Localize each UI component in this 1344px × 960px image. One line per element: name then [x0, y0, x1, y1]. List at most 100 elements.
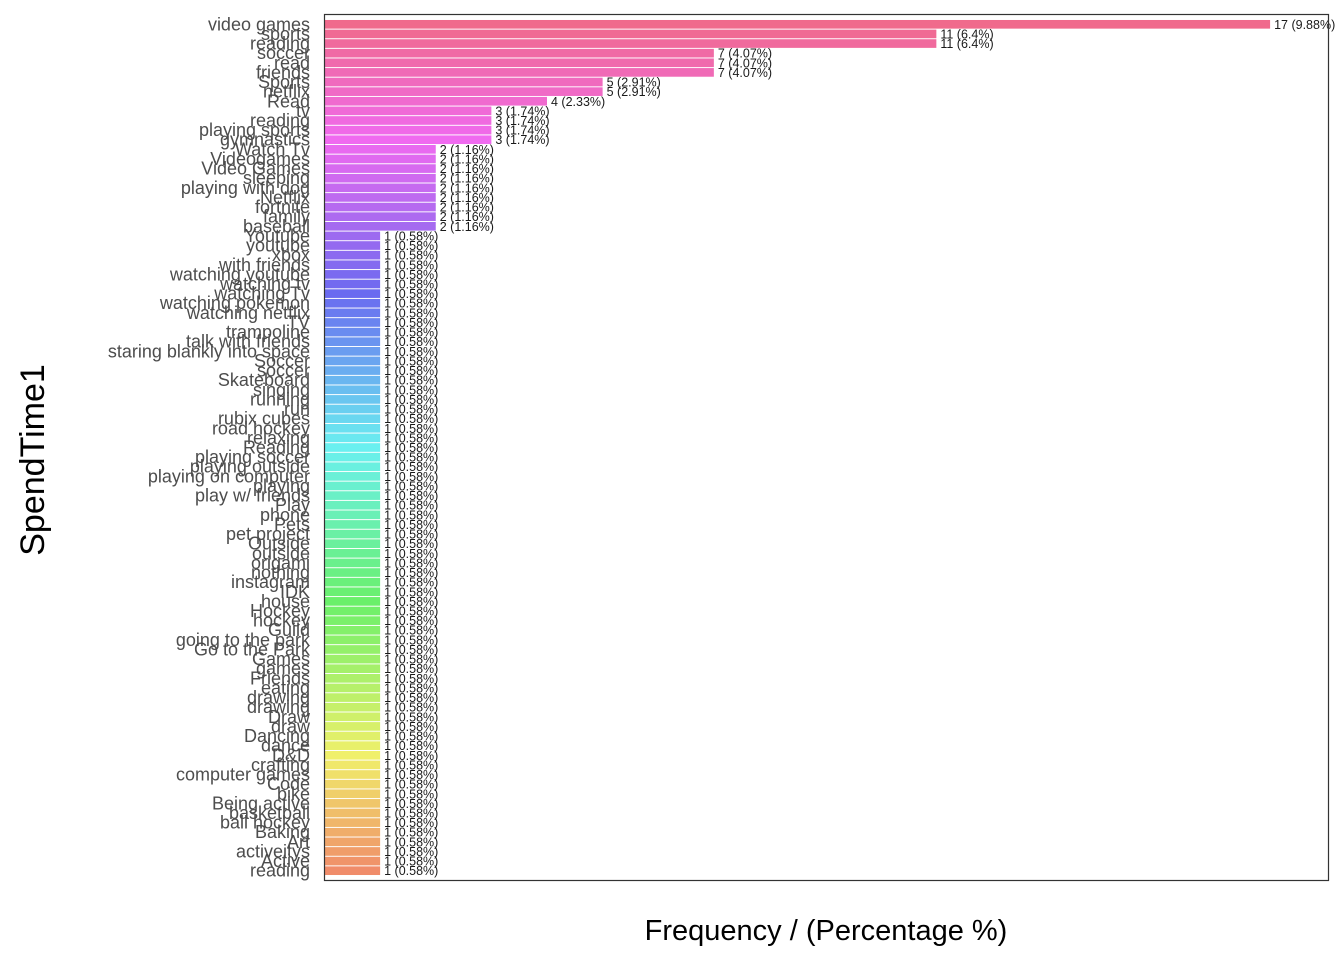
value-label-50: 1 (0.58%) — [384, 499, 438, 513]
bar-50 — [324, 500, 381, 510]
category-label-69: eating — [261, 678, 310, 698]
value-label-73: 1 (0.58%) — [384, 720, 438, 734]
value-label-71: 1 (0.58%) — [384, 701, 438, 715]
category-label-0: video games — [208, 14, 310, 34]
value-label-0: 17 (9.88%) — [1274, 18, 1335, 32]
value-label-11: 3 (1.74%) — [495, 124, 549, 138]
category-label-23: youtube — [246, 236, 310, 256]
bar-87 — [324, 856, 381, 866]
bar-69 — [324, 683, 381, 693]
category-label-86: activeitys — [236, 841, 310, 861]
value-label-20: 2 (1.16%) — [440, 210, 494, 224]
bar-18 — [324, 193, 436, 202]
value-label-43: 1 (0.58%) — [384, 431, 438, 445]
value-label-66: 1 (0.58%) — [384, 653, 438, 667]
value-label-81: 1 (0.58%) — [384, 797, 438, 811]
bar-64 — [324, 635, 381, 645]
value-label-39: 1 (0.58%) — [384, 393, 438, 407]
category-label-12: gymnastics — [220, 130, 310, 150]
value-label-80: 1 (0.58%) — [384, 787, 438, 801]
category-label-35: Soccer — [254, 351, 310, 371]
bar-15 — [324, 164, 436, 173]
category-label-43: relaxing — [247, 428, 310, 448]
category-label-52: Pets — [274, 514, 310, 534]
value-label-64: 1 (0.58%) — [384, 633, 438, 647]
category-label-10: reading — [250, 110, 310, 130]
value-label-36: 1 (0.58%) — [384, 364, 438, 378]
category-label-71: drawing — [247, 697, 310, 717]
bar-25 — [324, 260, 381, 270]
bar-41 — [324, 414, 381, 423]
bar-38 — [324, 385, 381, 395]
category-label-34: staring blankly into space — [108, 341, 310, 361]
value-label-4: 7 (4.07%) — [718, 56, 772, 70]
bar-8 — [324, 96, 547, 106]
value-label-30: 1 (0.58%) — [384, 306, 438, 320]
bar-28 — [324, 289, 381, 298]
value-label-16: 2 (1.16%) — [440, 172, 494, 186]
category-label-67: games — [256, 659, 310, 679]
bar-78 — [324, 770, 381, 779]
value-label-1: 11 (6.4%) — [940, 27, 993, 41]
bar-42 — [324, 423, 381, 433]
category-label-17: playing with dog — [181, 178, 310, 198]
category-label-65: Go to the Park — [194, 639, 311, 659]
bar-36 — [324, 366, 381, 375]
value-label-49: 1 (0.58%) — [384, 489, 438, 503]
category-label-78: computer games — [176, 765, 310, 785]
bar-27 — [324, 279, 381, 289]
bar-22 — [324, 231, 381, 241]
value-label-8: 4 (2.33%) — [551, 95, 605, 109]
value-label-61: 1 (0.58%) — [384, 605, 438, 619]
category-label-48: playing — [253, 476, 310, 496]
value-label-32: 1 (0.58%) — [384, 326, 438, 340]
category-label-4: read — [274, 53, 310, 73]
value-label-46: 1 (0.58%) — [384, 460, 438, 474]
bar-13 — [324, 145, 436, 154]
value-label-82: 1 (0.58%) — [384, 806, 438, 820]
category-label-49: play w/ friends — [195, 486, 310, 506]
category-label-18: Netflix — [260, 187, 310, 207]
bar-61 — [324, 606, 381, 616]
value-label-22: 1 (0.58%) — [384, 229, 438, 243]
category-label-40: run — [284, 399, 310, 419]
bar-45 — [324, 452, 381, 462]
category-label-13: Watch Tv — [235, 139, 310, 159]
bar-86 — [324, 847, 381, 856]
category-label-37: Skateboard — [218, 370, 310, 390]
bar-49 — [324, 491, 381, 500]
category-label-45: playing soccer — [195, 447, 310, 467]
category-label-75: dance — [261, 736, 310, 756]
value-label-79: 1 (0.58%) — [384, 778, 438, 792]
bar-19 — [324, 202, 436, 212]
category-labels-group: video gamessportsreadingsoccerreadfriend… — [108, 14, 311, 880]
value-label-15: 2 (1.16%) — [440, 162, 494, 176]
value-label-54: 1 (0.58%) — [384, 537, 438, 551]
category-label-20: family — [263, 207, 310, 227]
bar-48 — [324, 481, 381, 491]
value-label-24: 1 (0.58%) — [384, 249, 438, 263]
value-label-29: 1 (0.58%) — [384, 297, 438, 311]
bar-68 — [324, 674, 381, 683]
bar-46 — [324, 462, 381, 472]
category-label-42: road hockey — [212, 418, 310, 438]
bar-6 — [324, 77, 603, 87]
value-label-35: 1 (0.58%) — [384, 354, 438, 368]
bar-26 — [324, 270, 381, 279]
value-label-72: 1 (0.58%) — [384, 710, 438, 724]
value-label-41: 1 (0.58%) — [384, 412, 438, 426]
category-label-82: basketball — [229, 803, 310, 823]
category-label-15: Video Games — [201, 159, 310, 179]
value-label-5: 7 (4.07%) — [718, 66, 772, 80]
value-label-26: 1 (0.58%) — [384, 268, 438, 282]
category-label-64: going to the park — [176, 630, 311, 650]
bar-57 — [324, 568, 381, 577]
value-label-38: 1 (0.58%) — [384, 383, 438, 397]
value-label-7: 5 (2.91%) — [607, 85, 661, 99]
bar-76 — [324, 750, 381, 760]
category-label-88: reading — [250, 861, 310, 881]
category-label-25: with friends — [218, 255, 310, 275]
value-label-74: 1 (0.58%) — [384, 730, 438, 744]
bar-88 — [324, 866, 381, 876]
bar-53 — [324, 529, 381, 539]
